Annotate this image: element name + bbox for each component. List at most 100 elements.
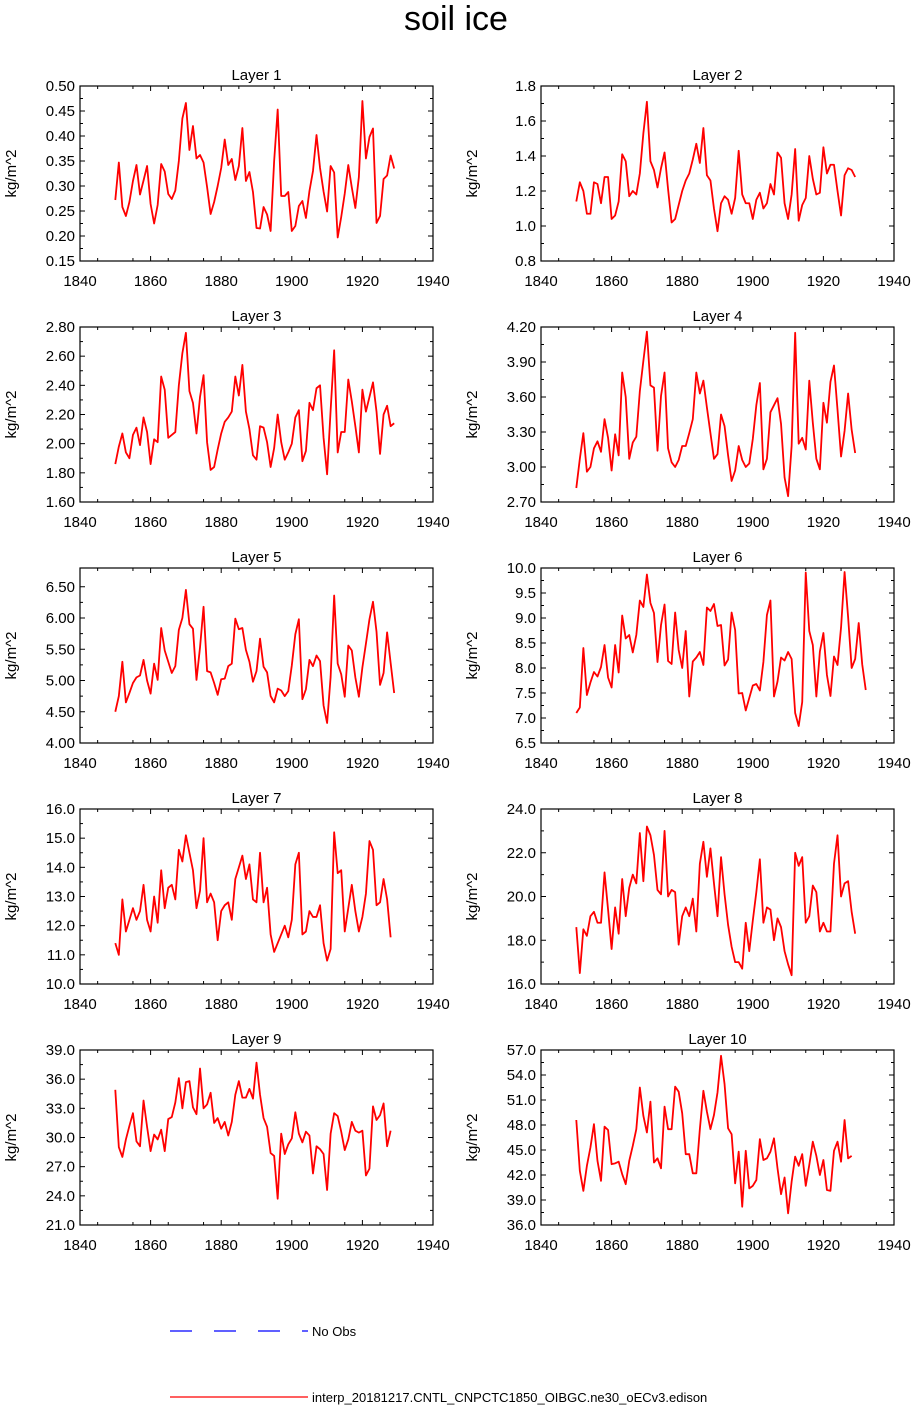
chart-panels: Layer 1 kg/m^2 0.15 0.20 0.25 0.30 0.35 0.40 0.4… [3,67,911,1254]
y-axis-label-layer-6: kg/m^2 [464,632,481,680]
y-tick-label: 15.0 [46,830,75,847]
x-tick-label: 1880 [205,273,238,290]
x-tick-label: 1920 [346,755,379,772]
plot-frame-layer-9 [79,1049,434,1226]
x-tick-label: 1880 [205,996,238,1013]
y-tick-label: 2.60 [46,348,75,365]
y-tick-label: 2.40 [46,377,75,394]
x-tick-label: 1840 [524,514,557,531]
y-axis-label-layer-7: kg/m^2 [3,873,20,921]
chart-layer-9: Layer 9 kg/m^2 21.0 24.0 27.0 30.0 33.0 36.0 39.… [3,1031,450,1254]
x-tick-label: 1900 [275,514,308,531]
x-tick-label: 1940 [416,755,449,772]
y-tick-label: 27.0 [46,1159,75,1176]
y-tick-label: 4.20 [507,319,536,336]
y-tick-label: 18.0 [507,932,536,949]
y-tick-label: 4.50 [46,704,75,721]
y-tick-label: 45.0 [507,1142,536,1159]
x-tick-label: 1920 [346,1237,379,1254]
y-tick-label: 10.0 [46,976,75,993]
x-tick-label: 1840 [524,996,557,1013]
plot-frame-layer-2 [540,85,895,262]
chart-layer-7: Layer 7 kg/m^2 10.0 11.0 12.0 13.0 14.0 15.0 16.… [3,790,450,1013]
y-tick-label: 13.0 [46,889,75,906]
y-tick-label: 0.40 [46,128,75,145]
y-tick-label: 51.0 [507,1092,536,1109]
y-tick-label: 1.80 [46,465,75,482]
y-tick-label: 0.20 [46,228,75,245]
chart-title-layer-1: Layer 1 [231,67,281,84]
x-tick-label: 1920 [346,996,379,1013]
y-tick-label: 1.4 [515,148,536,165]
y-tick-label: 7.5 [515,685,536,702]
x-tick-label: 1940 [877,514,910,531]
legend: No Obs interp_20181217.CNTL_CNPCTC1850_O… [170,1324,707,1405]
series-line-layer-5 [114,588,396,724]
y-tick-label: 9.5 [515,585,536,602]
chart-title-layer-7: Layer 7 [231,790,281,807]
plot-frame-layer-7 [79,808,434,985]
y-tick-label: 21.0 [46,1217,75,1234]
x-tick-label: 1860 [134,996,167,1013]
y-tick-label: 3.00 [507,459,536,476]
plot-frame-layer-5 [79,567,434,744]
y-tick-label: 22.0 [507,845,536,862]
chart-layer-6: Layer 6 kg/m^2 6.5 7.0 7.5 8.0 8.5 9.0 9.5 10.0 18… [464,549,911,772]
series-line-layer-10 [575,1054,853,1215]
y-tick-label: 6.00 [46,610,75,627]
legend-label-model: interp_20181217.CNTL_CNPCTC1850_OIBGC.ne… [312,1390,707,1405]
y-tick-label: 2.00 [46,436,75,453]
y-axis-label-layer-1: kg/m^2 [3,150,20,198]
x-tick-label: 1840 [63,996,96,1013]
x-tick-label: 1880 [205,755,238,772]
chart-layer-10: Layer 10 kg/m^2 36.0 39.0 42.0 45.0 48.0 51.0 54… [464,1031,911,1254]
series-line-layer-6 [575,571,867,727]
x-tick-label: 1920 [807,273,840,290]
series-line-layer-4 [575,330,857,498]
x-tick-label: 1880 [666,273,699,290]
y-tick-label: 0.35 [46,153,75,170]
x-tick-label: 1880 [666,1237,699,1254]
y-tick-label: 24.0 [46,1188,75,1205]
plot-frame-layer-1 [79,85,434,262]
y-tick-label: 0.15 [46,253,75,270]
y-tick-label: 5.50 [46,641,75,658]
y-tick-label: 0.25 [46,203,75,220]
x-tick-label: 1860 [134,273,167,290]
x-tick-label: 1880 [205,1237,238,1254]
x-tick-label: 1840 [63,514,96,531]
chart-layer-5: Layer 5 kg/m^2 4.00 4.50 5.00 5.50 6.00 6.50 184… [3,549,450,772]
x-tick-label: 1840 [63,1237,96,1254]
x-tick-label: 1900 [275,996,308,1013]
y-tick-label: 48.0 [507,1117,536,1134]
y-tick-label: 14.0 [46,859,75,876]
x-tick-label: 1920 [346,514,379,531]
y-tick-label: 1.6 [515,113,536,130]
x-tick-label: 1920 [807,755,840,772]
x-tick-label: 1940 [416,273,449,290]
chart-title-layer-5: Layer 5 [231,549,281,566]
y-tick-label: 0.30 [46,178,75,195]
y-axis-label-layer-9: kg/m^2 [3,1114,20,1162]
x-tick-label: 1900 [275,755,308,772]
y-tick-label: 16.0 [507,976,536,993]
y-tick-label: 0.50 [46,78,75,95]
y-tick-label: 24.0 [507,801,536,818]
y-tick-label: 1.2 [515,183,536,200]
y-tick-label: 16.0 [46,801,75,818]
y-tick-label: 2.20 [46,407,75,424]
chart-title-layer-3: Layer 3 [231,308,281,325]
y-axis-label-layer-5: kg/m^2 [3,632,20,680]
chart-title-layer-9: Layer 9 [231,1031,281,1048]
figure-title: soil ice [404,0,508,38]
x-tick-label: 1860 [595,1237,628,1254]
x-tick-label: 1900 [736,514,769,531]
y-tick-label: 10.0 [507,560,536,577]
x-tick-label: 1940 [877,273,910,290]
chart-title-layer-10: Layer 10 [688,1031,746,1048]
x-tick-label: 1920 [807,1237,840,1254]
x-tick-label: 1900 [736,273,769,290]
x-tick-label: 1860 [595,755,628,772]
x-tick-label: 1940 [416,1237,449,1254]
y-tick-label: 4.00 [46,735,75,752]
